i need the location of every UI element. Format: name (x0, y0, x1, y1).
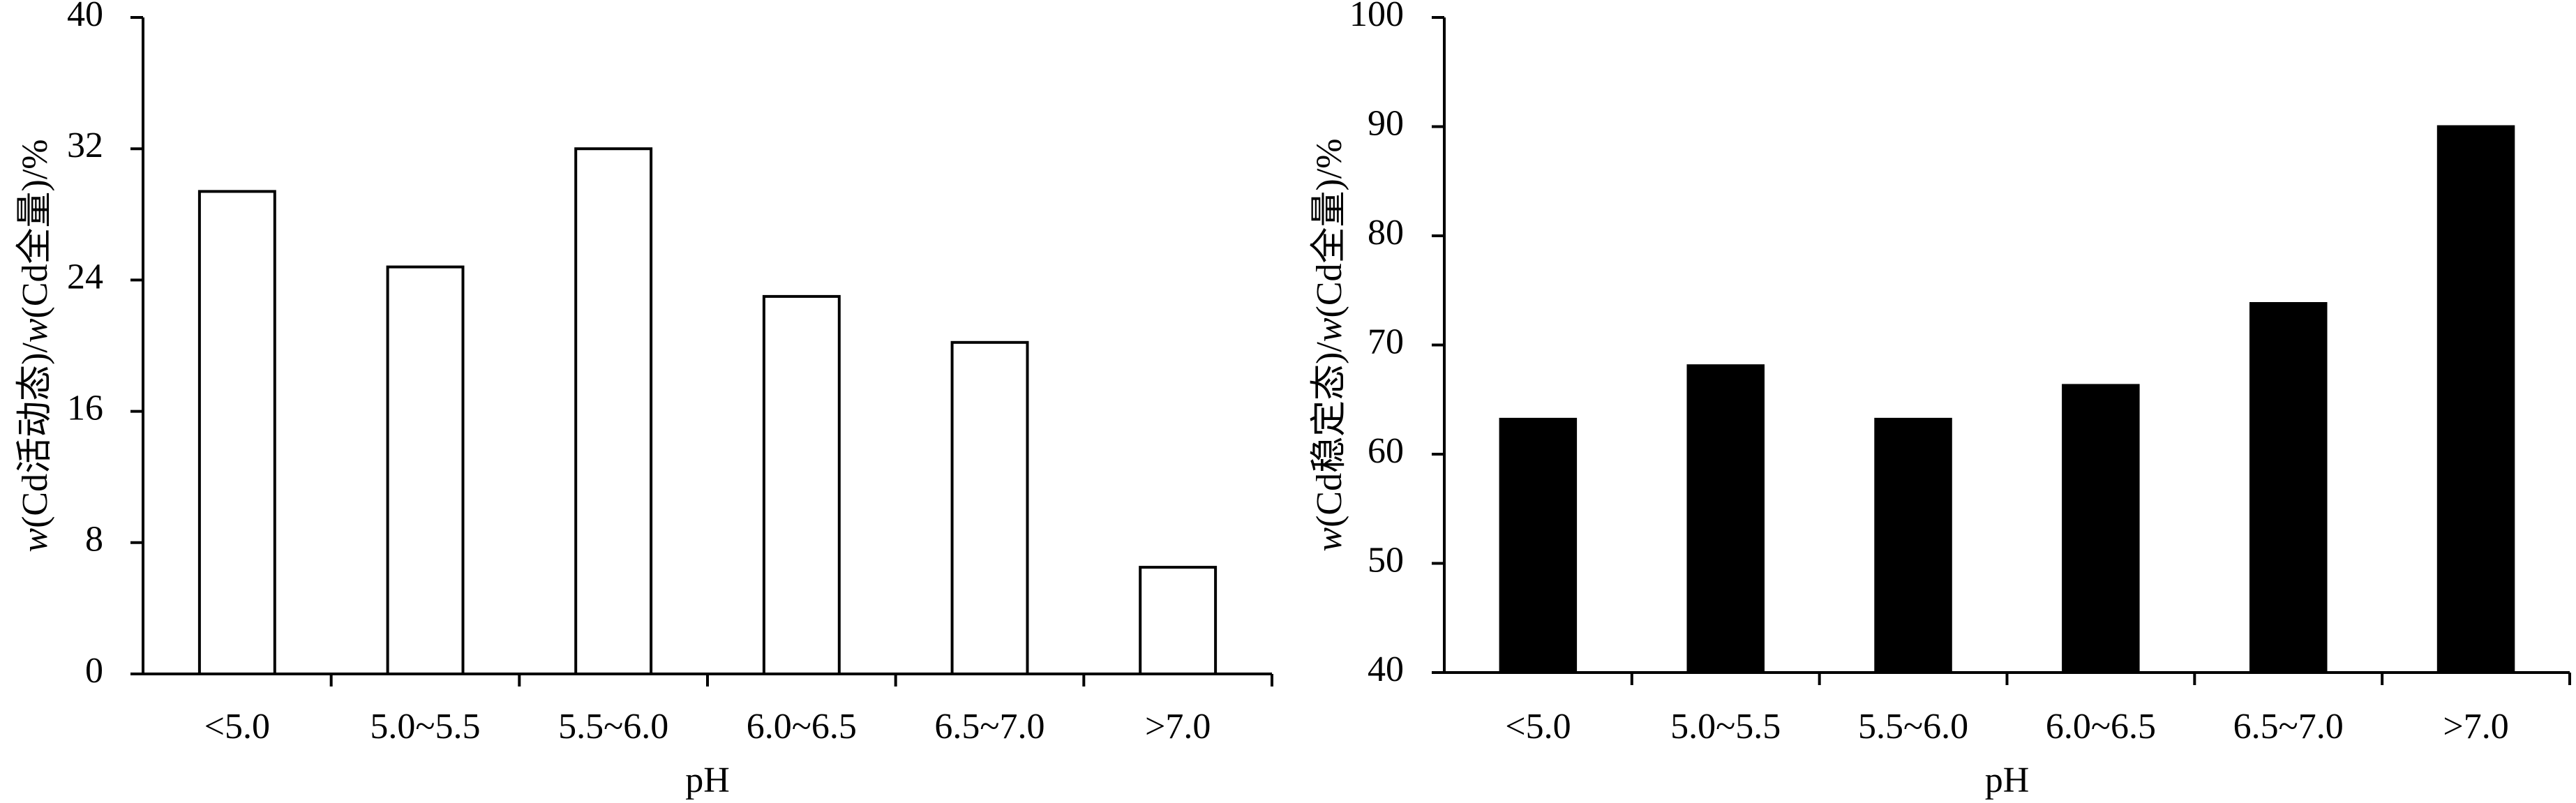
x-tick-label-1: 5.0~5.5 (370, 707, 480, 746)
x-tick-label-2: 5.5~6.0 (1858, 707, 1968, 746)
y-tick-label-1: 8 (85, 520, 103, 560)
y-axis-title-var-2: w (1310, 317, 1349, 342)
bar-4 (950, 340, 1029, 675)
x-tick-label-4: 6.5~7.0 (2233, 707, 2344, 746)
y-axis-title-var-1: w (1310, 527, 1349, 552)
x-tick-label-4: 6.5~7.0 (934, 707, 1044, 746)
x-tick-label-1: 5.0~5.5 (1670, 707, 1781, 746)
y-axis-title-part-2: (Cd全量)/% (1310, 138, 1349, 317)
y-tick-label-3: 70 (1368, 322, 1404, 361)
x-tick-label-3: 6.0~6.5 (2046, 707, 2156, 746)
y-tick-label-1: 50 (1368, 540, 1404, 580)
bar-1 (386, 265, 465, 676)
y-tick-label-4: 80 (1368, 213, 1404, 253)
y-axis-title-part-1: (Cd活动态)/ (15, 343, 55, 528)
y-tick-label-4: 32 (67, 126, 103, 165)
x-tick-label-5: >7.0 (1145, 707, 1211, 746)
y-tick-label-3: 24 (67, 257, 103, 297)
bar-0 (1499, 417, 1578, 675)
x-tick-label-2: 5.5~6.0 (558, 707, 668, 746)
y-axis-title-var-2: w (15, 318, 55, 343)
y-tick-label-5: 40 (67, 0, 103, 34)
y-axis-title-part-2: (Cd全量)/% (15, 139, 55, 318)
y-tick-label-0: 0 (85, 651, 103, 691)
bar-3 (2062, 384, 2140, 675)
y-tick-label-2: 16 (67, 389, 103, 428)
y-axis-title: w(Cd稳定态)/w(Cd全量)/% (1310, 138, 1349, 551)
bar-2 (1874, 417, 1952, 675)
x-tick-label-0: <5.0 (204, 707, 270, 746)
x-tick-label-3: 6.0~6.5 (747, 707, 857, 746)
x-axis-title: pH (685, 760, 730, 800)
bar-5 (1139, 566, 1218, 675)
y-axis-title: w(Cd活动态)/w(Cd全量)/% (15, 139, 55, 552)
bar-1 (1686, 364, 1765, 674)
bar-4 (2249, 302, 2328, 674)
x-tick-label-0: <5.0 (1505, 707, 1571, 746)
chart-cd-active-fraction: 0 8 16 24 32 40 <5.0 5.0~5.5 5.5~6.0 6.0~6.5 6.5~7… (15, 0, 1273, 800)
y-tick-label-6: 100 (1349, 0, 1404, 34)
bar-3 (762, 294, 841, 675)
y-axis-title-var-1: w (15, 528, 55, 553)
chart-cd-stable-fraction: 40 50 60 70 80 90 100 <5.0 5.0~5.5 5.5~6.0 6.0~6.5… (1310, 0, 2571, 800)
bar-0 (197, 190, 276, 675)
y-tick-label-0: 40 (1368, 650, 1404, 689)
x-tick-label-5: >7.0 (2443, 707, 2508, 746)
y-axis-title-part-1: (Cd稳定态)/ (1310, 342, 1349, 527)
bar-2 (574, 147, 653, 675)
x-axis-title: pH (1985, 760, 2030, 800)
y-tick-label-2: 60 (1368, 431, 1404, 471)
bar-5 (2436, 125, 2515, 674)
y-tick-label-5: 90 (1368, 103, 1404, 143)
